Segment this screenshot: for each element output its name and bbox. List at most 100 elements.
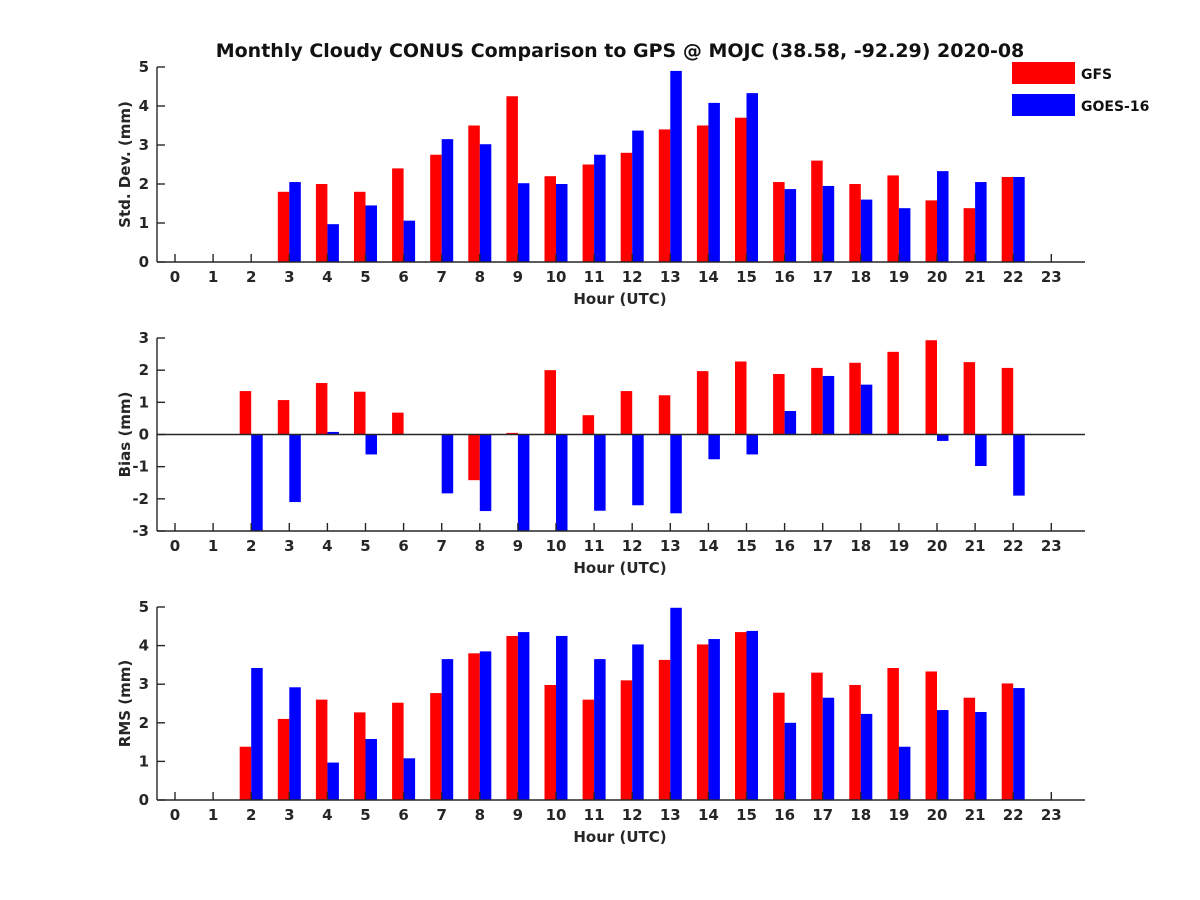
std-bar-gfs-h11 <box>582 164 595 262</box>
std-bar-goes16-h22 <box>1013 176 1025 262</box>
std-x-tick-label: 7 <box>436 268 446 286</box>
bias-x-tick-label: 3 <box>284 537 294 555</box>
rms-bar-gfs-h13 <box>658 659 671 800</box>
std-bar-gfs-h22 <box>1001 176 1014 262</box>
bias-bar-gfs-h18 <box>849 362 861 435</box>
std-bar-goes16-h14 <box>708 102 720 262</box>
bias-bar-goes16-h21 <box>975 434 987 467</box>
bias-bar-gfs-h19 <box>887 351 899 435</box>
rms-bar-gfs-h5 <box>354 712 366 800</box>
bias-y-axis-label: Bias (mm) <box>116 392 134 478</box>
rms-x-tick-label: 19 <box>888 806 909 824</box>
bias-bar-goes16-h17 <box>822 375 835 435</box>
bias-bar-gfs-h13 <box>658 395 671 435</box>
std-x-tick-label: 10 <box>546 268 567 286</box>
rms-bar-goes16-h11 <box>594 659 606 800</box>
bias-y-tick-label: -2 <box>132 490 149 508</box>
std-bar-goes16-h11 <box>594 154 606 262</box>
rms-x-tick-label: 4 <box>322 806 332 824</box>
std-x-tick-label: 3 <box>284 268 294 286</box>
rms-x-tick-label: 13 <box>660 806 681 824</box>
std-bar-goes16-h8 <box>479 144 492 262</box>
std-bar-gfs-h21 <box>963 208 976 262</box>
std-bar-gfs-h3 <box>277 191 290 262</box>
bias-bar-goes16-h22 <box>1013 434 1025 496</box>
rms-bar-goes16-h2 <box>251 667 263 800</box>
rms-x-tick-label: 11 <box>584 806 605 824</box>
bias-x-tick-label: 19 <box>888 537 909 555</box>
bias-x-tick-label: 1 <box>208 537 218 555</box>
bias-x-tick-label: 5 <box>360 537 370 555</box>
std-bar-goes16-h5 <box>365 205 377 262</box>
rms-x-tick-label: 8 <box>475 806 485 824</box>
rms-x-tick-label: 23 <box>1041 806 1062 824</box>
bias-bar-goes16-h15 <box>746 434 758 455</box>
std-bar-gfs-h19 <box>887 175 899 262</box>
std-x-tick-label: 1 <box>208 268 218 286</box>
bias-x-tick-label: 20 <box>927 537 948 555</box>
std-x-tick-label: 12 <box>622 268 643 286</box>
std-x-tick-label: 4 <box>322 268 332 286</box>
bias-x-tick-label: 11 <box>584 537 605 555</box>
rms-x-tick-label: 5 <box>360 806 370 824</box>
bias-bar-goes16-h13 <box>670 434 682 514</box>
rms-bar-gfs-h6 <box>392 702 404 800</box>
bias-x-tick-label: 16 <box>774 537 795 555</box>
bias-bar-gfs-h6 <box>392 412 404 435</box>
rms-x-tick-label: 12 <box>622 806 643 824</box>
rms-x-tick-label: 0 <box>170 806 180 824</box>
std-bar-goes16-h17 <box>822 185 835 262</box>
rms-x-tick-label: 20 <box>927 806 948 824</box>
std-bar-gfs-h5 <box>354 191 366 262</box>
rms-y-tick-label: 2 <box>139 714 149 732</box>
std-x-tick-label: 6 <box>398 268 408 286</box>
std-bar-goes16-h6 <box>403 220 416 262</box>
std-bar-gfs-h18 <box>849 184 861 262</box>
rms-bar-goes16-h4 <box>327 762 339 800</box>
rms-bar-gfs-h20 <box>925 671 937 800</box>
bias-y-tick-label: 1 <box>139 393 149 411</box>
rms-y-tick-label: 4 <box>139 637 149 655</box>
bias-bar-gfs-h16 <box>773 374 785 435</box>
std-bar-gfs-h4 <box>315 184 328 262</box>
rms-bar-goes16-h19 <box>898 746 911 800</box>
rms-bar-goes16-h15 <box>746 630 758 800</box>
legend-label-goes16: GOES-16 <box>1081 99 1149 115</box>
rms-bar-gfs-h2 <box>239 746 252 800</box>
rms-y-tick-label: 5 <box>139 598 149 616</box>
rms-bar-gfs-h9 <box>506 635 518 800</box>
std-x-tick-label: 0 <box>170 268 180 286</box>
bias-bar-goes16-h11 <box>594 434 606 511</box>
std-bar-goes16-h20 <box>937 171 949 262</box>
rms-x-tick-label: 15 <box>736 806 757 824</box>
bias-bar-gfs-h12 <box>620 391 633 435</box>
bias-y-tick-label: 0 <box>139 426 149 444</box>
bias-bar-gfs-h14 <box>696 371 709 435</box>
bias-y-tick-label: -1 <box>132 458 149 476</box>
std-bar-gfs-h13 <box>658 129 671 262</box>
legend: GFS GOES-16 <box>1012 62 1149 116</box>
std-bar-gfs-h16 <box>773 182 785 262</box>
bias-bar-goes16-h12 <box>632 434 644 506</box>
std-bar-goes16-h18 <box>860 199 873 262</box>
rms-bar-goes16-h12 <box>632 644 644 800</box>
std-bar-gfs-h17 <box>811 160 823 262</box>
rms-x-tick-label: 2 <box>246 806 256 824</box>
std-bar-gfs-h15 <box>735 117 747 262</box>
bias-x-tick-label: 7 <box>436 537 446 555</box>
rms-bar-goes16-h5 <box>365 739 377 800</box>
rms-bar-gfs-h17 <box>811 672 823 800</box>
bias-x-tick-label: 15 <box>736 537 757 555</box>
bias-x-tick-label: 14 <box>698 537 719 555</box>
bias-bar-gfs-h5 <box>354 391 366 435</box>
bias-x-tick-label: 4 <box>322 537 332 555</box>
std-bar-goes16-h3 <box>289 182 301 262</box>
bias-x-tick-label: 13 <box>660 537 681 555</box>
rms-bar-gfs-h11 <box>582 699 595 800</box>
rms-bar-gfs-h14 <box>696 644 709 800</box>
rms-bar-gfs-h22 <box>1001 683 1014 800</box>
std-bar-gfs-h20 <box>925 200 937 262</box>
